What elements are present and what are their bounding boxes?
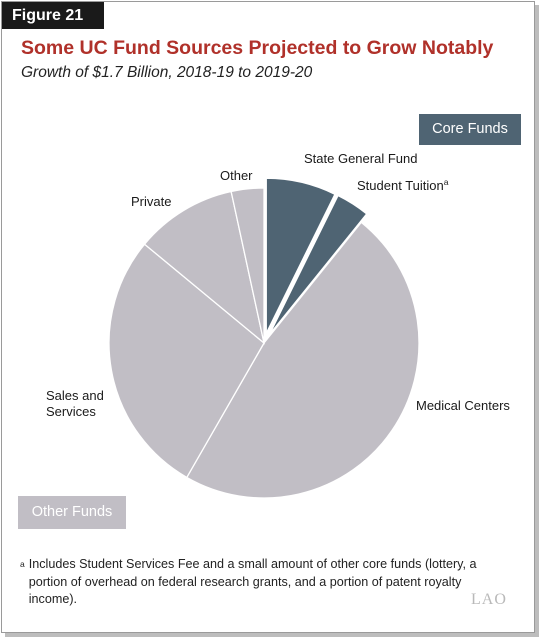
slice-label-state-general-fund: State General Fund: [304, 151, 417, 166]
pie-slice-sales-and-services: [108, 243, 265, 479]
pie-slice-medical-centers: [185, 221, 420, 499]
pie-slice-other: [230, 187, 265, 344]
legend-core-funds: Core Funds: [419, 114, 521, 145]
pie-slice-private: [143, 190, 266, 345]
slice-label-private: Private: [131, 194, 171, 209]
lao-logo: LAO: [471, 591, 507, 608]
slice-label-medical-centers: Medical Centers: [416, 398, 510, 413]
figure-tag: Figure 21: [2, 2, 104, 29]
legend-other-funds: Other Funds: [18, 496, 126, 529]
slice-label-student-tuition: Student Tuitiona: [357, 177, 449, 193]
footnote: a Includes Student Services Fee and a sma…: [20, 556, 520, 609]
slice-label-sales-and-services: Sales and Services: [46, 388, 104, 419]
chart-subtitle: Growth of $1.7 Billion, 2018-19 to 2019-…: [21, 64, 313, 81]
pie-slice-student-tuition: [268, 194, 368, 335]
pie-slice-state-general-fund: [265, 177, 336, 334]
slice-label-other: Other: [220, 168, 253, 183]
chart-title: Some UC Fund Sources Projected to Grow N…: [21, 37, 494, 59]
footnote-text: Includes Student Services Fee and a smal…: [28, 557, 477, 606]
footnote-marker: a: [20, 559, 25, 569]
